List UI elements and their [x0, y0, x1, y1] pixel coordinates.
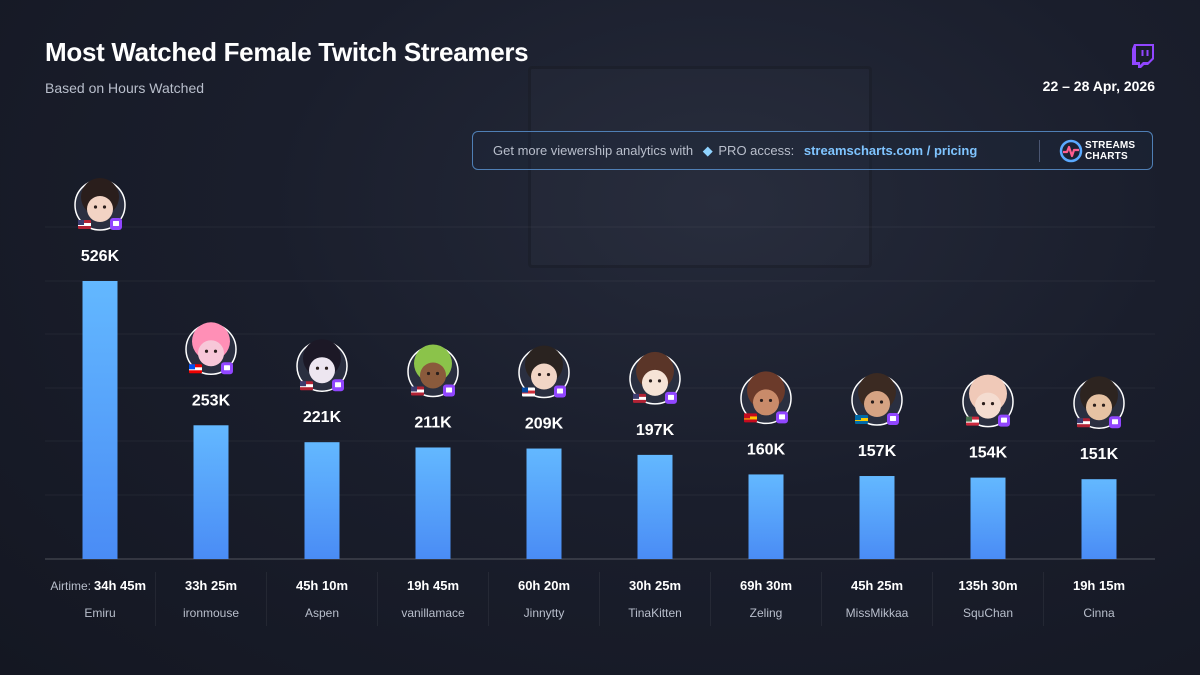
value-label: 157K [858, 443, 897, 460]
airtime-label: 45h 10m [296, 578, 348, 593]
airtime-label: 30h 25m [629, 578, 681, 593]
category-label: Cinna [1083, 606, 1115, 620]
promo-text: Get more viewership analytics with [493, 143, 694, 158]
flag-us-icon [1077, 418, 1090, 428]
bar-tinakitten [637, 454, 673, 559]
value-label: 253K [192, 392, 231, 409]
promo-text-group: Get more viewership analytics with ◆ PRO… [493, 143, 977, 159]
avatar-cinna [1073, 376, 1125, 429]
category-label: SquChan [963, 606, 1013, 620]
airtime-label: 34h 45m [94, 578, 146, 593]
airtime-label: 69h 30m [740, 578, 792, 593]
twitch-badge-icon [332, 379, 344, 392]
flag-us-icon [300, 381, 313, 391]
flag-es-icon [744, 413, 757, 423]
bar-cinna [1081, 479, 1117, 559]
flag-pr-icon [189, 364, 202, 374]
value-label: 209K [525, 416, 564, 433]
twitch-badge-icon [443, 384, 455, 397]
twitch-badge-icon [776, 411, 788, 424]
promo-divider [1039, 140, 1040, 162]
twitch-badge-icon [110, 218, 122, 230]
category-label: Zeling [750, 606, 783, 620]
category-label: Emiru [84, 606, 115, 620]
promo-banner[interactable]: Get more viewership analytics with ◆ PRO… [472, 131, 1153, 170]
bar-aspen [304, 442, 340, 559]
airtime-prefix: Airtime: [50, 579, 91, 593]
avatar-tinakitten [629, 351, 681, 405]
category-label: ironmouse [183, 606, 239, 620]
page-title: Most Watched Female Twitch Streamers [45, 37, 529, 67]
value-label: 221K [303, 409, 342, 426]
avatar-ironmouse [185, 322, 237, 376]
airtime-label: 60h 20m [518, 578, 570, 593]
bar-emiru [82, 281, 118, 559]
avatar-vanillamace [407, 344, 459, 398]
value-label: 151K [1080, 446, 1119, 463]
logo-line-2: CHARTS [1085, 151, 1128, 162]
twitch-badge-icon [665, 391, 677, 404]
twitch-badge-icon [998, 414, 1010, 427]
airtime-label: 135h 30m [958, 578, 1017, 593]
pricing-link[interactable]: streamscharts.com / pricing [803, 143, 978, 158]
category-label: vanillamace [401, 606, 465, 620]
airtime-label: 45h 25m [851, 578, 903, 593]
value-label: 211K [414, 414, 452, 431]
promo-pro: PRO access: [718, 143, 795, 158]
flag-us-icon [78, 220, 91, 229]
twitch-badge-icon [887, 413, 899, 426]
airtime-label: 33h 25m [185, 578, 237, 593]
flag-us-icon [633, 393, 646, 403]
avatar-zeling [740, 371, 792, 425]
bar-missmikkaa [859, 476, 895, 559]
twitch-badge-icon [1109, 416, 1121, 429]
value-label: 197K [636, 422, 675, 439]
avatar-jinnytty [518, 345, 570, 399]
flag-hu-icon [966, 416, 979, 426]
avatar-aspen [296, 339, 348, 392]
flag-kr-icon [522, 387, 535, 397]
twitch-icon [1132, 44, 1154, 68]
bar-zeling [748, 474, 784, 559]
avatar-emiru [74, 178, 126, 231]
date-range: 22 – 28 Apr, 2026 [1042, 78, 1155, 94]
twitch-badge-icon [554, 385, 566, 398]
category-label: Aspen [305, 606, 339, 620]
category-label: MissMikkaa [846, 606, 909, 620]
bar-squchan [970, 477, 1006, 559]
twitch-badge-icon [221, 362, 233, 375]
flag-se-icon [855, 415, 868, 425]
avatar-squchan [962, 374, 1014, 428]
page-subtitle: Based on Hours Watched [45, 80, 205, 96]
diamond-icon: ◆ [702, 143, 713, 158]
bar-ironmouse [193, 425, 229, 559]
value-label: 154K [969, 445, 1008, 462]
bar-jinnytty [526, 448, 562, 559]
category-label: Jinnytty [524, 606, 565, 620]
streams-charts-logo-text: STREAMS CHARTS [1085, 140, 1135, 162]
background-frame [528, 66, 872, 268]
bar-vanillamace [415, 447, 451, 559]
airtime-label: 19h 15m [1073, 578, 1125, 593]
logo-line-1: STREAMS [1085, 140, 1136, 151]
value-label: 526K [81, 248, 120, 265]
value-label: 160K [747, 441, 786, 458]
category-label: TinaKitten [628, 606, 682, 620]
flag-us-icon [411, 386, 424, 396]
streams-charts-logo-icon [1059, 139, 1083, 163]
avatar-missmikkaa [851, 373, 903, 426]
airtime-label: 19h 45m [407, 578, 459, 593]
